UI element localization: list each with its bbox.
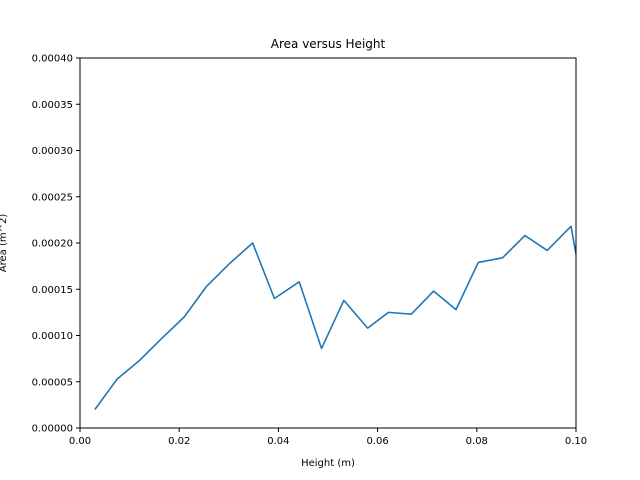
y-tick-label: 0.00005 [32, 377, 73, 388]
y-tick-label: 0.00040 [32, 54, 73, 65]
x-tick-label: 0.04 [267, 436, 289, 447]
series-line-0 [94, 225, 576, 410]
x-tick-label: 0.08 [466, 436, 488, 447]
plot-frame [79, 57, 577, 429]
y-tick-label: 0.00035 [32, 100, 73, 111]
x-axis-label: Height (m) [301, 458, 355, 469]
y-tick-label: 0.00025 [32, 192, 73, 203]
y-tick-label: 0.00020 [32, 239, 73, 250]
x-tick-label: 0.02 [168, 436, 190, 447]
x-tick-label: 0.00 [69, 436, 91, 447]
y-tick-label: 0.00015 [32, 285, 73, 296]
y-tick-label: 0.00000 [32, 424, 73, 435]
x-tick-label: 0.06 [366, 436, 388, 447]
y-axis-ticks: 0.00000 0.00005 0.00010 0.00015 0.00020 0.000… [32, 54, 80, 435]
chart-title: Area versus Height [271, 37, 386, 51]
x-tick-label: 0.10 [565, 436, 587, 447]
x-axis-ticks: 0.00 0.02 0.04 0.06 0.08 0.10 [69, 428, 587, 447]
y-tick-label: 0.00030 [32, 146, 73, 157]
y-axis-label: Area (m^2) [0, 214, 9, 273]
y-tick-label: 0.00010 [32, 331, 73, 342]
series-layer [94, 225, 576, 410]
